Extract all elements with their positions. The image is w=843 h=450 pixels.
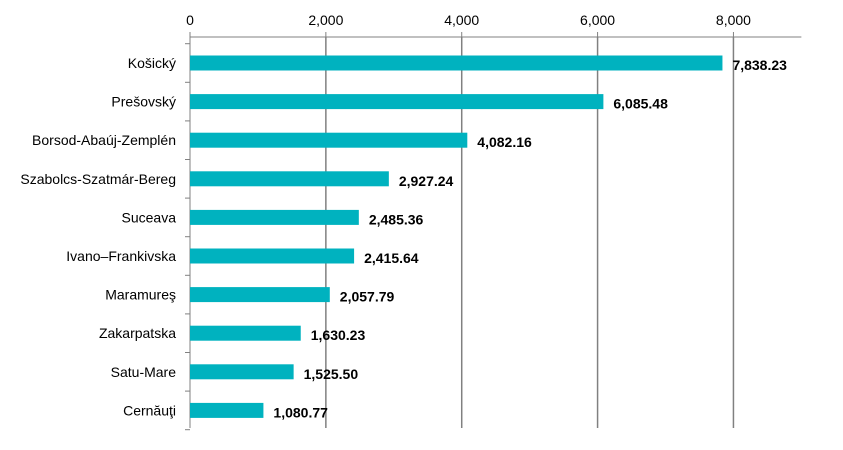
bar	[190, 248, 355, 264]
category-label: Szabolcs-Szatmár-Bereg	[20, 171, 176, 187]
category-label: Suceava	[122, 209, 177, 225]
bar	[190, 171, 389, 187]
labels: Košický 7,838.23 Prešovský 6,085.48 Borsod-A…	[20, 55, 787, 420]
category-label: Zakarpatska	[99, 325, 176, 341]
bar	[190, 402, 264, 418]
bar	[190, 55, 723, 71]
bar	[190, 209, 359, 225]
category-label: Satu-Mare	[111, 364, 177, 380]
data-label: 1,630.23	[311, 327, 366, 343]
bar	[190, 287, 330, 303]
x-tick-label: 8,000	[716, 12, 751, 28]
data-label: 2,057.79	[340, 289, 395, 305]
data-label: 1,525.50	[304, 366, 359, 382]
bars	[190, 55, 723, 418]
category-label: Košický	[128, 55, 176, 71]
data-label: 4,082.16	[477, 134, 532, 150]
bar	[190, 325, 301, 341]
data-label: 2,927.24	[399, 173, 454, 189]
category-label: Prešovský	[111, 94, 176, 110]
bar	[190, 364, 294, 380]
x-tick-label: 6,000	[580, 12, 615, 28]
data-label: 2,485.36	[369, 211, 424, 227]
category-label: Ivano–Frankivska	[66, 248, 176, 264]
data-label: 1,080.77	[273, 404, 328, 420]
category-label: Maramureş	[105, 287, 176, 303]
bar	[190, 94, 604, 110]
bar	[190, 132, 468, 148]
x-tick-label: 0	[186, 12, 194, 28]
data-label: 6,085.48	[613, 96, 668, 112]
category-label: Cernăuţi	[123, 402, 176, 418]
axes: 0 2,000 4,000 6,000 8,000	[185, 12, 802, 431]
category-label: Borsod-Abaúj-Zemplén	[32, 132, 176, 148]
data-label: 7,838.23	[732, 57, 787, 73]
data-label: 2,415.64	[364, 250, 419, 266]
x-tick-label: 4,000	[444, 12, 479, 28]
x-tick-label: 2,000	[308, 12, 343, 28]
